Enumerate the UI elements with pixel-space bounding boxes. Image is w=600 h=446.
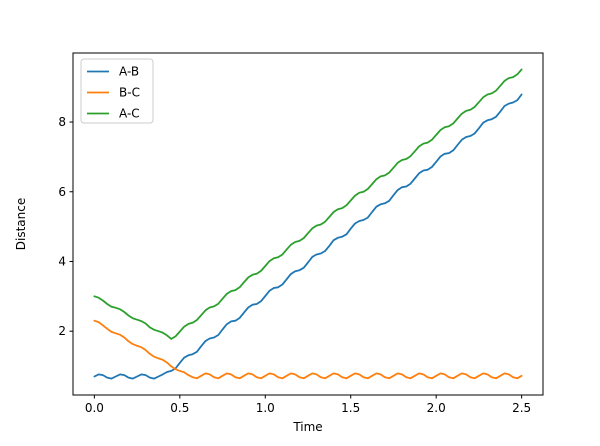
plot-area-frame xyxy=(72,52,544,396)
x-tick-label: 0.5 xyxy=(170,401,189,415)
x-tick-label: 1.5 xyxy=(341,401,360,415)
x-axis-label: Time xyxy=(292,420,322,434)
legend-box xyxy=(80,58,154,124)
series-line-A-B xyxy=(93,93,523,380)
y-axis-label: Distance xyxy=(14,198,28,250)
x-tick-label: 2.5 xyxy=(512,401,531,415)
legend-label-A-C: A-C xyxy=(119,107,140,121)
y-tick-label: 2 xyxy=(58,324,66,338)
x-tick-label: 2.0 xyxy=(427,401,446,415)
legend-label-A-B: A-B xyxy=(119,65,139,79)
y-tick-label: 8 xyxy=(58,115,66,129)
x-tick-label: 0.0 xyxy=(85,401,104,415)
y-tick-label: 6 xyxy=(58,185,66,199)
y-tick-label: 4 xyxy=(58,254,66,268)
series-line-A-C xyxy=(93,68,523,340)
x-tick-label: 1.0 xyxy=(256,401,275,415)
series-line-B-C xyxy=(93,319,523,380)
legend-label-B-C: B-C xyxy=(119,86,140,100)
